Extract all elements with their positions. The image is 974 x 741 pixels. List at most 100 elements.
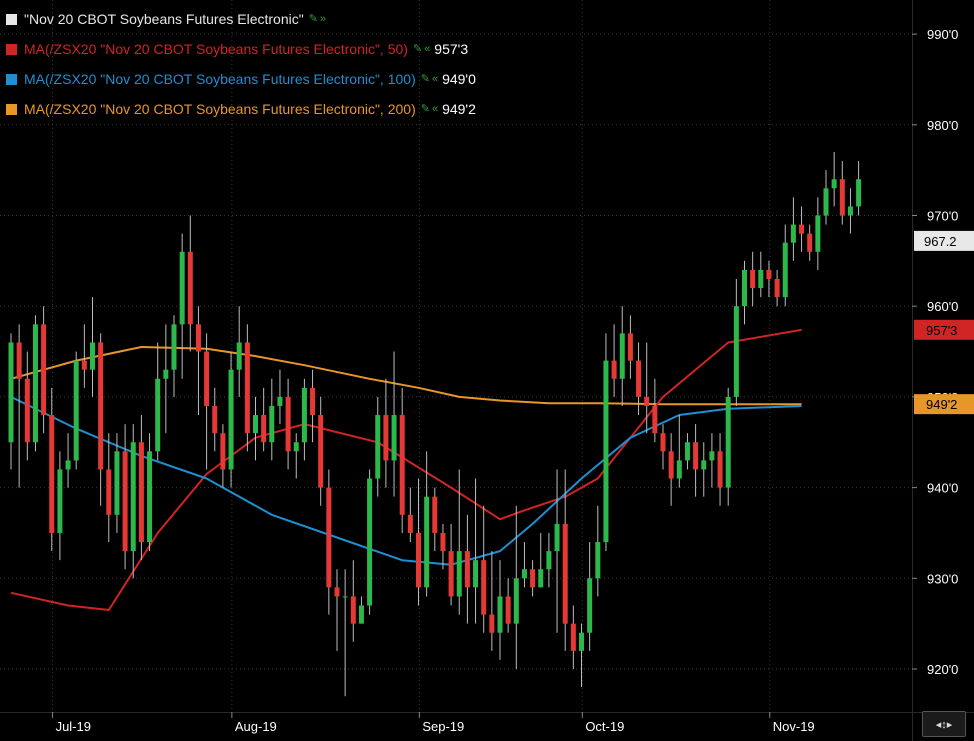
candle-down bbox=[750, 269, 756, 289]
candle-up bbox=[782, 242, 788, 298]
candle-up bbox=[554, 523, 560, 552]
pencil-icon[interactable]: ✎ bbox=[420, 73, 430, 85]
candle-down bbox=[24, 378, 30, 443]
double-chevron-icon[interactable]: « bbox=[431, 103, 438, 115]
candle-up bbox=[742, 269, 747, 307]
candle-down bbox=[212, 405, 218, 434]
candle-down bbox=[81, 360, 87, 370]
last-price-marker-bg bbox=[914, 230, 974, 251]
legend-label: "Nov 20 CBOT Soybeans Futures Electronic… bbox=[24, 11, 304, 27]
candle-up bbox=[709, 451, 715, 461]
y-tick-label: 990'0 bbox=[927, 27, 958, 42]
candle-up bbox=[497, 596, 503, 633]
candle-up bbox=[269, 405, 275, 443]
candle-down bbox=[839, 179, 845, 216]
candle-down bbox=[807, 233, 813, 252]
pencil-icon[interactable]: ✎ bbox=[308, 13, 318, 25]
candle-up bbox=[619, 333, 625, 379]
ma-marker-bg bbox=[914, 319, 974, 340]
candle-up bbox=[171, 324, 177, 370]
candle-up bbox=[236, 342, 242, 370]
candle-down bbox=[570, 623, 576, 651]
legend-item-ma50[interactable]: MA(/ZSX20 "Nov 20 CBOT Soybeans Futures … bbox=[6, 34, 476, 64]
candle-up bbox=[538, 569, 544, 588]
ma100-line bbox=[10, 396, 802, 566]
legend-value: 949'0 bbox=[442, 71, 476, 87]
candle-down bbox=[611, 360, 617, 379]
candle-down bbox=[49, 415, 55, 533]
candle-down bbox=[195, 324, 201, 352]
candle-up bbox=[179, 251, 185, 325]
candle-down bbox=[399, 415, 405, 515]
candle-down bbox=[432, 496, 438, 533]
candle-down bbox=[106, 469, 112, 515]
legend-label: MA(/ZSX20 "Nov 20 CBOT Soybeans Futures … bbox=[24, 41, 408, 57]
candle-down bbox=[244, 342, 250, 434]
candle-down bbox=[693, 442, 699, 470]
candle-down bbox=[660, 433, 666, 452]
y-tick-label: 930'0 bbox=[927, 571, 958, 586]
candle-up bbox=[358, 605, 364, 624]
legend-value: 949'2 bbox=[442, 101, 476, 117]
legend-item-ma200[interactable]: MA(/ZSX20 "Nov 20 CBOT Soybeans Futures … bbox=[6, 94, 476, 124]
ma200-line bbox=[10, 346, 802, 406]
candle-up bbox=[367, 478, 373, 606]
y-tick-label: 920'0 bbox=[927, 662, 958, 677]
legend-item-price[interactable]: "Nov 20 CBOT Soybeans Futures Electronic… bbox=[6, 4, 476, 34]
candle-up bbox=[391, 415, 397, 461]
legend-swatch bbox=[6, 43, 17, 55]
candle-down bbox=[766, 269, 772, 279]
candle-down bbox=[220, 433, 226, 470]
x-tick-label: Nov-19 bbox=[773, 719, 815, 734]
candle-down bbox=[122, 451, 128, 552]
candle-up bbox=[513, 578, 519, 624]
candles bbox=[8, 152, 862, 697]
candle-down bbox=[383, 415, 389, 461]
candle-up bbox=[155, 378, 161, 452]
pencil-icon[interactable]: ✎ bbox=[420, 103, 430, 115]
candle-down bbox=[310, 387, 316, 416]
legend-label: MA(/ZSX20 "Nov 20 CBOT Soybeans Futures … bbox=[24, 101, 416, 117]
axis-toggle-icon[interactable]: ◂↕▸ bbox=[922, 711, 966, 737]
candle-up bbox=[847, 206, 853, 216]
candle-down bbox=[717, 451, 723, 488]
candle-up bbox=[73, 360, 79, 461]
ma-marker-label: 957'3 bbox=[926, 323, 957, 338]
legend-swatch bbox=[6, 73, 17, 85]
candle-down bbox=[41, 324, 47, 416]
chart-legend: "Nov 20 CBOT Soybeans Futures Electronic… bbox=[6, 4, 476, 124]
candle-down bbox=[204, 351, 210, 406]
candle-down bbox=[440, 532, 446, 552]
candle-up bbox=[790, 224, 796, 243]
moving-average-lines bbox=[10, 328, 802, 611]
candle-down bbox=[334, 587, 340, 597]
candle-up bbox=[163, 369, 169, 379]
candle-up bbox=[579, 632, 584, 651]
legend-swatch bbox=[6, 103, 17, 115]
candle-down bbox=[774, 278, 780, 298]
candle-up bbox=[342, 596, 348, 598]
candle-up bbox=[8, 342, 14, 443]
legend-label: MA(/ZSX20 "Nov 20 CBOT Soybeans Futures … bbox=[24, 71, 416, 87]
candle-up bbox=[676, 460, 682, 479]
candle-up bbox=[277, 396, 283, 406]
candle-down bbox=[481, 560, 487, 615]
candle-up bbox=[758, 269, 764, 289]
candle-down bbox=[505, 596, 511, 624]
double-chevron-icon[interactable]: « bbox=[431, 73, 438, 85]
y-tick-label: 980'0 bbox=[927, 118, 958, 133]
candle-up bbox=[725, 396, 731, 488]
pencil-icon[interactable]: ✎ bbox=[412, 43, 423, 55]
last-price-label: 967.2 bbox=[924, 234, 957, 249]
double-chevron-icon[interactable]: » bbox=[319, 13, 326, 25]
double-chevron-icon[interactable]: « bbox=[424, 43, 430, 55]
candle-up bbox=[293, 442, 299, 452]
x-tick-label: Oct-19 bbox=[585, 719, 624, 734]
candle-down bbox=[562, 523, 568, 624]
legend-item-ma100[interactable]: MA(/ZSX20 "Nov 20 CBOT Soybeans Futures … bbox=[6, 64, 476, 94]
candle-down bbox=[644, 396, 650, 406]
ma-marker-bg bbox=[914, 394, 974, 415]
candle-down bbox=[448, 551, 454, 597]
candle-up bbox=[856, 179, 862, 207]
